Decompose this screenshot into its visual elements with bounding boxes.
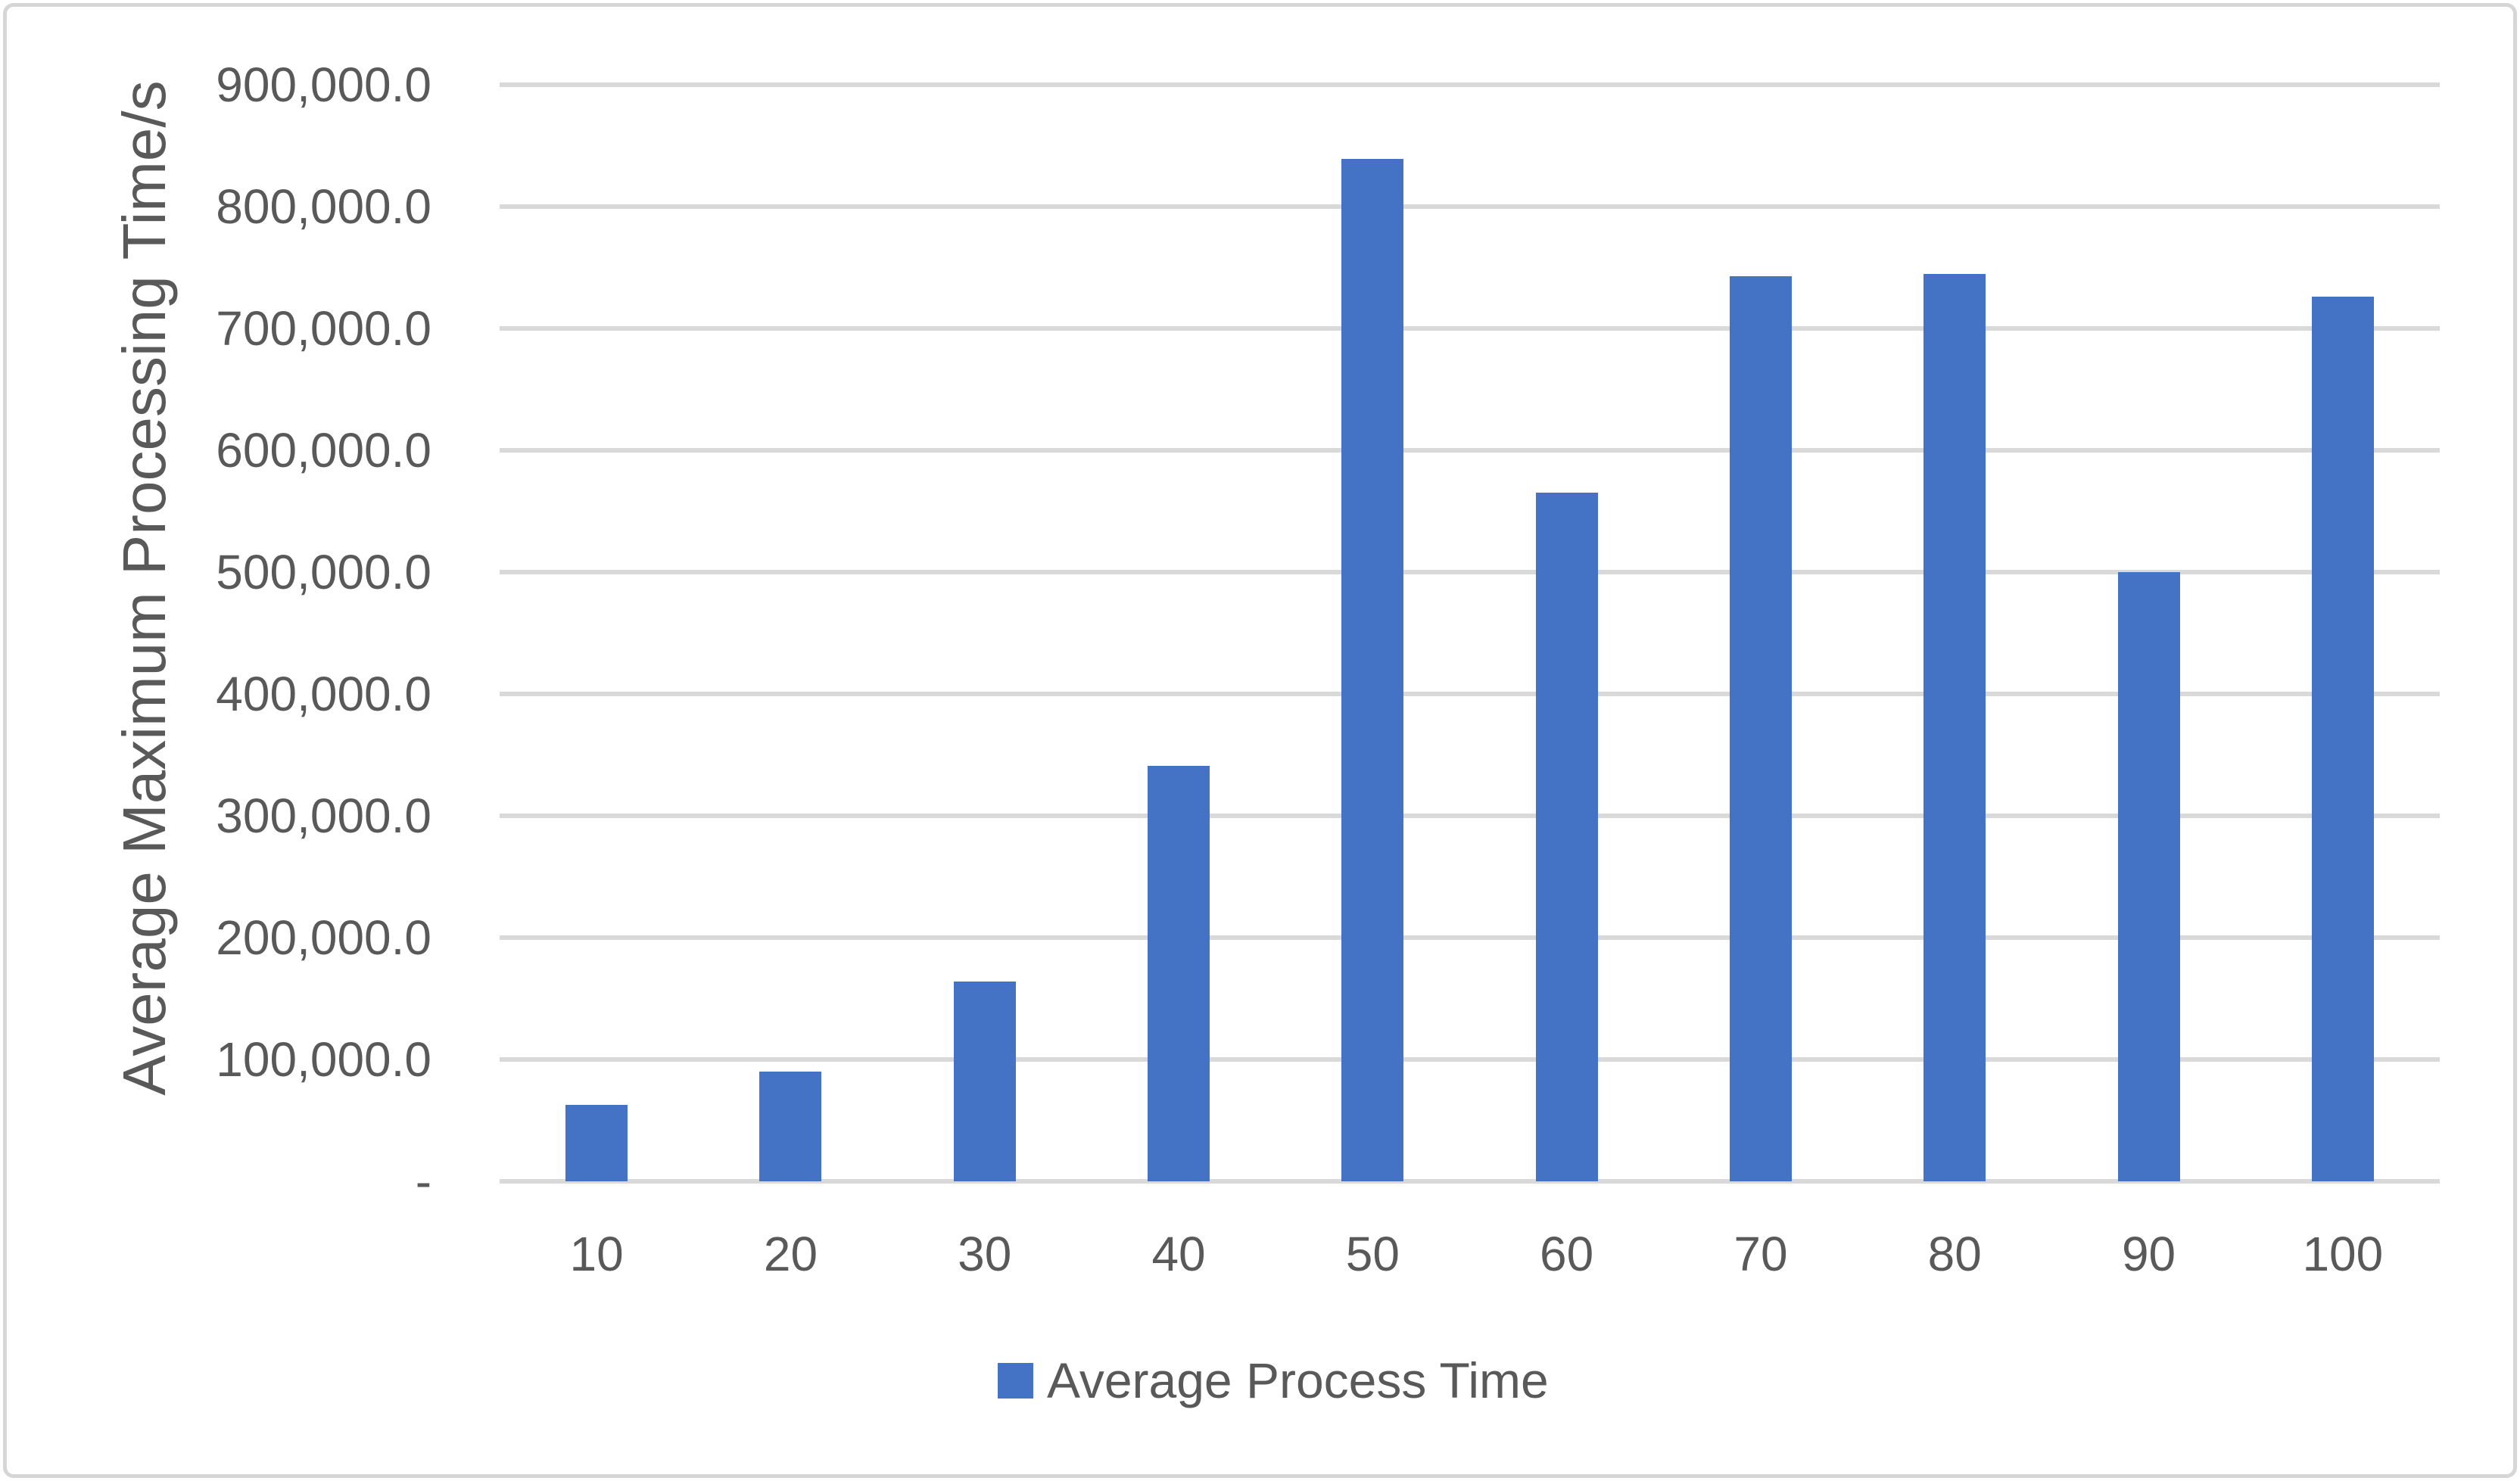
x-tick-label: 20 xyxy=(763,1227,818,1281)
bar xyxy=(2117,572,2180,1181)
y-tick-label: 100,000.0 xyxy=(216,1032,431,1087)
x-tick-label: 80 xyxy=(1927,1227,1982,1281)
y-tick-label: - xyxy=(415,1154,431,1209)
gridline xyxy=(500,1179,2440,1184)
plot-area: - 100,000.0 200,000.0 300,000.0 400,000.0 500… xyxy=(7,7,2513,1474)
legend: Average Process Time xyxy=(998,1355,1549,1405)
bar xyxy=(1729,275,1792,1181)
gridline xyxy=(500,82,2440,87)
y-tick-label: 500,000.0 xyxy=(216,545,431,599)
legend-label: Average Process Time xyxy=(1047,1352,1549,1408)
gridline xyxy=(500,814,2440,818)
gridline xyxy=(500,448,2440,453)
y-axis-title: Average Maximum Processing Time/s xyxy=(111,80,178,1096)
legend-swatch-icon xyxy=(998,1362,1033,1399)
y-tick-label: 900,000.0 xyxy=(216,58,431,112)
bar xyxy=(1148,765,1210,1181)
gridline xyxy=(500,204,2440,209)
x-tick-label: 30 xyxy=(958,1227,1012,1281)
y-tick-label: 300,000.0 xyxy=(216,789,431,843)
bar xyxy=(1535,493,1598,1181)
x-tick-label: 100 xyxy=(2302,1227,2384,1281)
x-tick-label: 70 xyxy=(1733,1227,1788,1281)
bar xyxy=(1341,159,1404,1181)
bar xyxy=(1923,273,1986,1181)
x-tick-label: 60 xyxy=(1540,1227,1594,1281)
chart-frame: - 100,000.0 200,000.0 300,000.0 400,000.0 500… xyxy=(3,3,2517,1478)
y-tick-label: 800,000.0 xyxy=(216,179,431,234)
x-tick-label: 40 xyxy=(1151,1227,1206,1281)
bar xyxy=(759,1072,822,1181)
x-tick-label: 50 xyxy=(1345,1227,1400,1281)
y-tick-label: 600,000.0 xyxy=(216,423,431,478)
gridline xyxy=(500,326,2440,331)
bar xyxy=(2311,297,2374,1181)
gridline xyxy=(500,1057,2440,1062)
x-tick-label: 90 xyxy=(2121,1227,2176,1281)
gridline xyxy=(500,935,2440,940)
bar xyxy=(565,1104,628,1181)
gridline xyxy=(500,570,2440,574)
gridline xyxy=(500,692,2440,696)
y-tick-label: 400,000.0 xyxy=(216,667,431,721)
y-tick-label: 200,000.0 xyxy=(216,910,431,965)
bar xyxy=(953,981,1016,1181)
x-tick-label: 10 xyxy=(569,1227,624,1281)
y-tick-label: 700,000.0 xyxy=(216,301,431,356)
